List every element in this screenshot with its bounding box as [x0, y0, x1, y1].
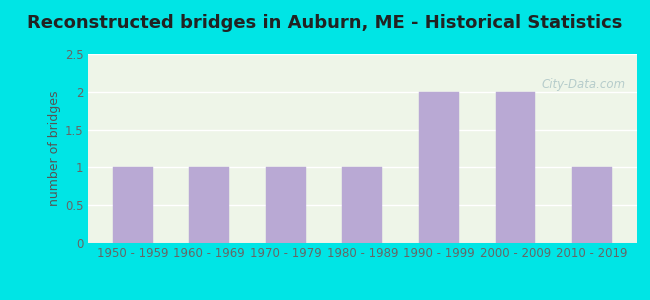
Text: Reconstructed bridges in Auburn, ME - Historical Statistics: Reconstructed bridges in Auburn, ME - Hi… — [27, 14, 623, 32]
Bar — [572, 167, 612, 243]
Bar — [189, 167, 229, 243]
Bar — [343, 167, 382, 243]
Bar — [496, 92, 536, 243]
Text: City-Data.com: City-Data.com — [542, 78, 626, 91]
Bar — [266, 167, 305, 243]
Bar — [419, 92, 459, 243]
Bar — [112, 167, 153, 243]
Y-axis label: number of bridges: number of bridges — [48, 91, 61, 206]
